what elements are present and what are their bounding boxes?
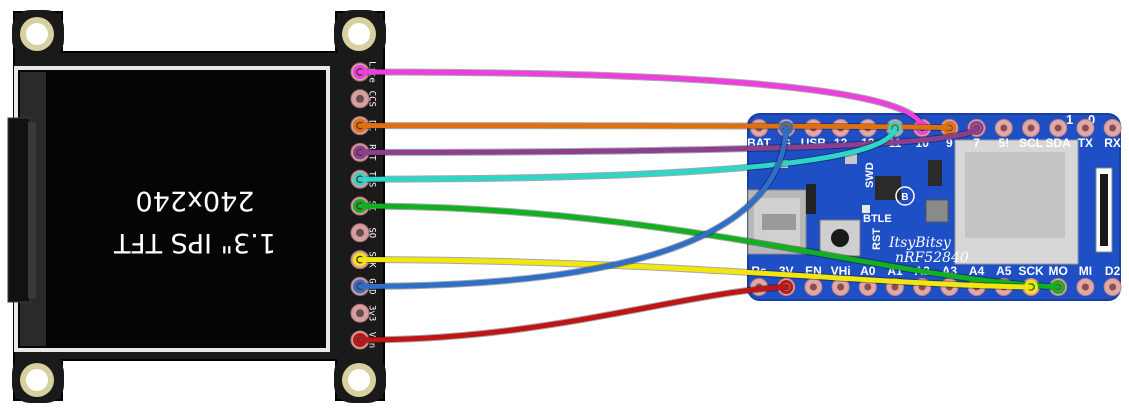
wire bbox=[357, 203, 1061, 290]
board-bottom-pin-label: A4 bbox=[969, 264, 985, 278]
board-bottom-pin-label: A5 bbox=[996, 264, 1012, 278]
wire-end bbox=[353, 199, 367, 213]
chip-label-b: B bbox=[901, 192, 908, 203]
wire-end bbox=[353, 118, 367, 133]
board-top-pin-label: SDA bbox=[1046, 136, 1072, 150]
board-bottom-pin-hole bbox=[809, 283, 817, 291]
wire-end bbox=[779, 280, 794, 294]
top-marker-1: 1 bbox=[1066, 112, 1073, 127]
board-bottom-pin-label: MI bbox=[1079, 264, 1092, 278]
wire-end bbox=[353, 145, 367, 160]
wire-end bbox=[888, 121, 902, 135]
tft-pin-hole bbox=[356, 94, 364, 103]
wire bbox=[357, 69, 925, 131]
board-top-pin-label: 7 bbox=[973, 136, 980, 150]
board-top-pin-label: SCL bbox=[1019, 136, 1043, 150]
board-name-line2: nRF52840 bbox=[895, 250, 969, 266]
wire bbox=[357, 125, 980, 155]
wire bbox=[357, 284, 789, 343]
wire bbox=[357, 123, 952, 131]
board-bottom-pin-hole bbox=[1081, 283, 1089, 291]
wire-layer bbox=[353, 65, 1066, 347]
board-top-pin-hole bbox=[1027, 124, 1035, 132]
mounting-hole-icon bbox=[342, 363, 376, 397]
board-bottom-pin-hole bbox=[837, 283, 845, 291]
board-top-pin-hole bbox=[1000, 124, 1008, 132]
wire-end bbox=[969, 121, 984, 135]
wire bbox=[357, 125, 898, 182]
chip-label-btle: BTLE bbox=[863, 213, 892, 225]
wire-end bbox=[353, 333, 367, 347]
top-marker-0: 0 bbox=[1088, 112, 1095, 127]
chip-label-rst: RST bbox=[871, 228, 883, 250]
wire bbox=[357, 125, 789, 289]
mounting-hole-icon bbox=[20, 17, 54, 51]
wire-end bbox=[1051, 280, 1066, 294]
board-top-pin-label: 9 bbox=[946, 136, 953, 150]
wire-end bbox=[353, 65, 367, 79]
board-top-pin-hole bbox=[1054, 124, 1062, 132]
wire-end bbox=[353, 172, 367, 187]
mounting-hole-icon bbox=[20, 363, 54, 397]
tft-pin-label: 3v3 bbox=[367, 305, 377, 321]
tft-pin-hole bbox=[356, 228, 364, 237]
tft-pin-label: CCS bbox=[367, 91, 377, 107]
nrf-module bbox=[954, 139, 1113, 265]
mounting-hole-icon bbox=[342, 17, 376, 51]
wire-end bbox=[942, 121, 957, 135]
board-bottom-pin-hole bbox=[891, 283, 899, 291]
board-name-line1: ItsyBitsy bbox=[888, 235, 952, 251]
board-bottom-pin-label: SCK bbox=[1018, 264, 1044, 278]
board-bottom-pin-label: D2 bbox=[1105, 264, 1121, 278]
wire-end bbox=[353, 252, 367, 267]
wire-end bbox=[779, 121, 794, 135]
board-components bbox=[778, 122, 1007, 257]
wire-end bbox=[353, 279, 367, 294]
wire bbox=[357, 257, 1034, 290]
board-top-pin-label: 5! bbox=[998, 136, 1009, 150]
board-bottom-pin-hole bbox=[1109, 283, 1117, 291]
board-bottom-pin-hole bbox=[864, 283, 872, 291]
wire-end bbox=[1024, 280, 1038, 294]
board-top-pin-label: RX bbox=[1104, 136, 1121, 150]
board-top-pin-hole bbox=[1109, 124, 1117, 132]
display-resolution: 240x240 bbox=[135, 185, 254, 216]
board-bottom-pin-label: MO bbox=[1049, 264, 1068, 278]
board-bottom-pin-label: A0 bbox=[860, 264, 876, 278]
board-top-pin-label: TX bbox=[1078, 136, 1093, 150]
tft-pin-hole bbox=[356, 309, 364, 318]
board-bottom-pin-label: VHi bbox=[831, 264, 851, 278]
chip-label-swd: SWD bbox=[864, 162, 876, 188]
board-top-pin-hole bbox=[1081, 124, 1089, 132]
tft-pin-label: SO bbox=[367, 227, 377, 238]
tft-display-breakout: 1.3" IPS TFT 240x240 LiteCCSDCRSTTCSSISO… bbox=[7, 10, 386, 403]
display-title: 1.3" IPS TFT bbox=[114, 227, 276, 258]
